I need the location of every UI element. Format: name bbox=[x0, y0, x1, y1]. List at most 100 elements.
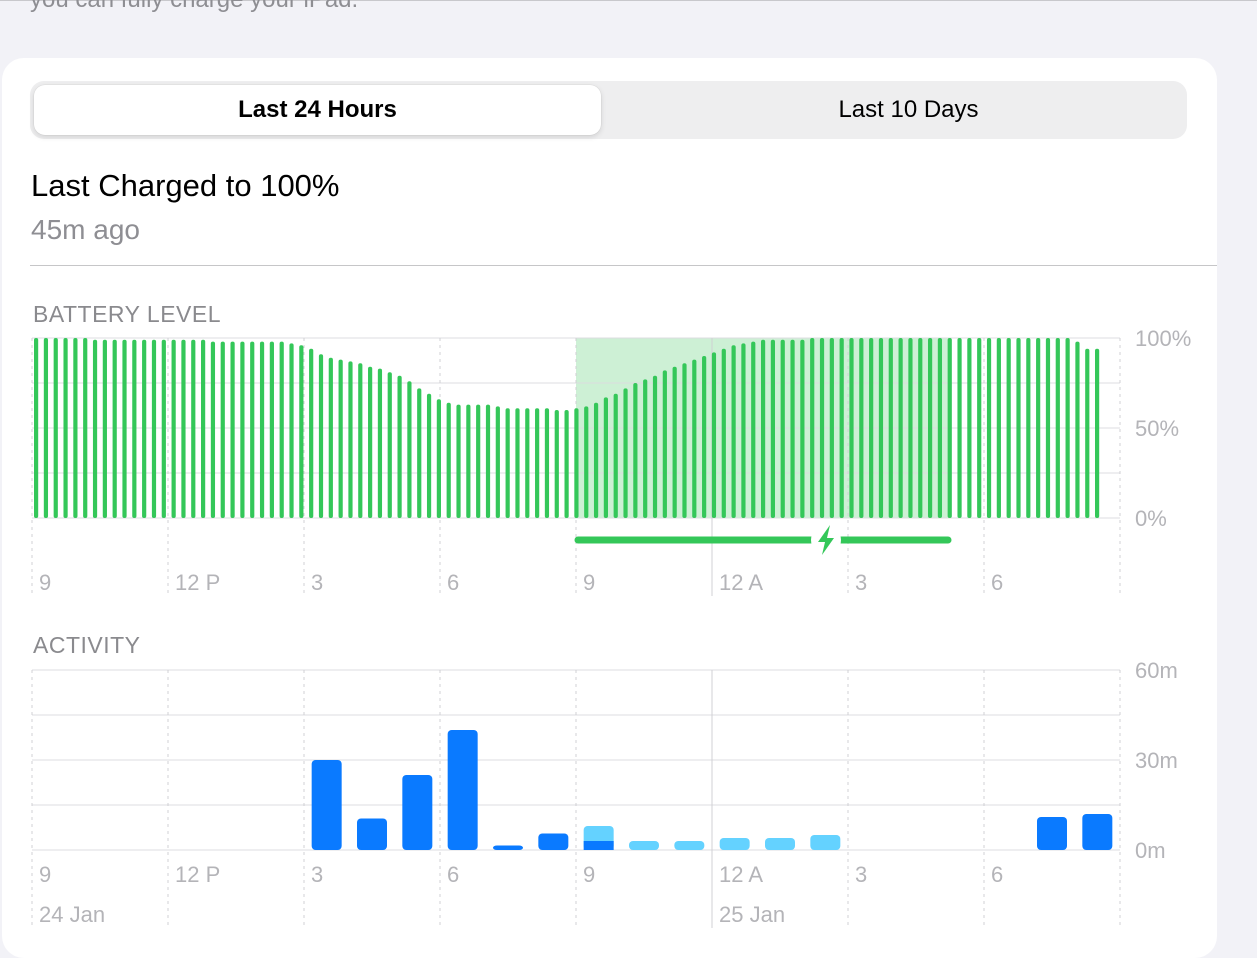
battery-bar bbox=[554, 410, 559, 518]
battery-bar bbox=[515, 408, 520, 518]
activity-x-tick: 12 A bbox=[719, 862, 763, 887]
battery-bar bbox=[839, 338, 844, 518]
battery-bar bbox=[780, 339, 785, 518]
time-range-segmented-control: Last 24 Hours Last 10 Days bbox=[30, 81, 1187, 139]
battery-bar bbox=[898, 338, 903, 518]
activity-bar-screen-on bbox=[311, 760, 342, 850]
battery-bar bbox=[633, 383, 638, 518]
activity-bar-screen-off bbox=[810, 835, 841, 850]
battery-bar bbox=[810, 338, 815, 518]
battery-bar bbox=[377, 368, 383, 518]
battery-bar bbox=[702, 356, 707, 518]
battery-y-tick: 100% bbox=[1135, 326, 1191, 351]
battery-bar bbox=[328, 357, 333, 518]
battery-bar bbox=[426, 393, 432, 518]
battery-x-tick: 3 bbox=[855, 570, 867, 595]
activity-grid bbox=[31, 669, 1121, 928]
activity-x-tick: 3 bbox=[311, 862, 323, 887]
battery-bar bbox=[485, 404, 491, 518]
battery-bar bbox=[643, 379, 648, 518]
battery-bar bbox=[358, 363, 363, 518]
battery-bar bbox=[1016, 338, 1021, 518]
battery-bar bbox=[73, 338, 78, 518]
activity-bar-screen-on bbox=[1037, 817, 1067, 850]
battery-bar bbox=[318, 354, 324, 518]
battery-bar bbox=[161, 339, 166, 518]
activity-y-tick: 60m bbox=[1135, 658, 1178, 683]
tab-last-10-days[interactable]: Last 10 Days bbox=[838, 96, 979, 123]
battery-bar bbox=[92, 339, 98, 518]
activity-x-tick: 9 bbox=[39, 862, 51, 887]
cut-off-text: you can fully charge your iPad. bbox=[30, 0, 358, 14]
battery-bar bbox=[269, 341, 274, 518]
lightning-bolt-icon bbox=[818, 525, 834, 555]
battery-bar bbox=[878, 338, 884, 518]
battery-x-tick: 12 P bbox=[175, 570, 220, 595]
battery-bar bbox=[299, 345, 304, 518]
battery-bar bbox=[201, 339, 206, 518]
battery-x-tick: 3 bbox=[311, 570, 323, 595]
battery-bar bbox=[368, 366, 373, 518]
battery-bar bbox=[63, 338, 68, 518]
battery-bar bbox=[338, 359, 343, 518]
battery-bar bbox=[829, 338, 834, 518]
battery-bar bbox=[672, 366, 677, 518]
battery-bar bbox=[476, 404, 481, 518]
battery-x-tick: 9 bbox=[583, 570, 595, 595]
activity-bar-screen-on bbox=[493, 845, 523, 850]
activity-chart: 60m 30m 0m 9 12 P 3 6 9 12 A 3 6 24 Jan 25 Jan bbox=[31, 658, 1178, 928]
battery-bar bbox=[593, 402, 599, 518]
battery-bar bbox=[132, 339, 137, 518]
battery-bar bbox=[142, 339, 147, 518]
last-charged-title: Last Charged to 100% bbox=[31, 168, 340, 203]
battery-bar bbox=[662, 370, 667, 518]
battery-bar bbox=[210, 341, 216, 518]
activity-x-tick: 3 bbox=[855, 862, 867, 887]
battery-bar bbox=[495, 406, 500, 518]
battery-bar bbox=[397, 375, 402, 518]
battery-bar bbox=[456, 404, 461, 518]
activity-bar-screen-off bbox=[629, 841, 659, 850]
battery-bar bbox=[819, 338, 825, 518]
battery-bar bbox=[151, 339, 157, 518]
battery-bar bbox=[1065, 338, 1070, 518]
battery-bar bbox=[1075, 341, 1080, 518]
battery-bar bbox=[250, 341, 255, 518]
battery-bar bbox=[83, 338, 88, 518]
activity-x-tick: 12 P bbox=[175, 862, 220, 887]
activity-date-label: 24 Jan bbox=[39, 902, 105, 927]
battery-bar bbox=[348, 361, 353, 518]
battery-bar bbox=[859, 338, 864, 518]
activity-bar-screen-on bbox=[402, 775, 433, 850]
activity-bars bbox=[311, 730, 1113, 850]
battery-bar bbox=[1095, 348, 1100, 518]
battery-level-label: BATTERY LEVEL bbox=[33, 301, 222, 327]
activity-axis-labels: 60m 30m 0m 9 12 P 3 6 9 12 A 3 6 24 Jan 25 Jan bbox=[39, 658, 1178, 927]
battery-x-tick: 9 bbox=[39, 570, 51, 595]
activity-x-tick: 9 bbox=[583, 862, 595, 887]
battery-x-tick: 6 bbox=[991, 570, 1003, 595]
battery-bar bbox=[721, 348, 726, 518]
battery-bar bbox=[996, 338, 1001, 518]
battery-bar bbox=[603, 397, 608, 518]
battery-bar bbox=[967, 338, 972, 518]
battery-bar bbox=[407, 381, 412, 518]
battery-bar bbox=[34, 338, 39, 518]
battery-bar bbox=[53, 338, 58, 518]
activity-label: ACTIVITY bbox=[33, 632, 141, 658]
battery-bar bbox=[731, 345, 736, 518]
battery-y-tick: 50% bbox=[1135, 416, 1179, 441]
battery-bar bbox=[436, 399, 441, 518]
battery-bar bbox=[564, 410, 569, 518]
battery-bar bbox=[584, 406, 589, 518]
tab-last-24-hours[interactable]: Last 24 Hours bbox=[34, 85, 601, 135]
battery-bar bbox=[790, 339, 795, 518]
battery-bar bbox=[849, 338, 854, 518]
battery-axis-labels: 100% 50% 0% 9 12 P 3 6 9 12 A 3 6 bbox=[39, 326, 1191, 595]
battery-bar bbox=[1085, 348, 1090, 518]
battery-bar bbox=[751, 341, 756, 518]
battery-bar bbox=[171, 339, 176, 518]
battery-bar bbox=[191, 339, 196, 518]
activity-bar-screen-on bbox=[583, 841, 614, 850]
activity-bar-screen-off bbox=[765, 838, 795, 850]
